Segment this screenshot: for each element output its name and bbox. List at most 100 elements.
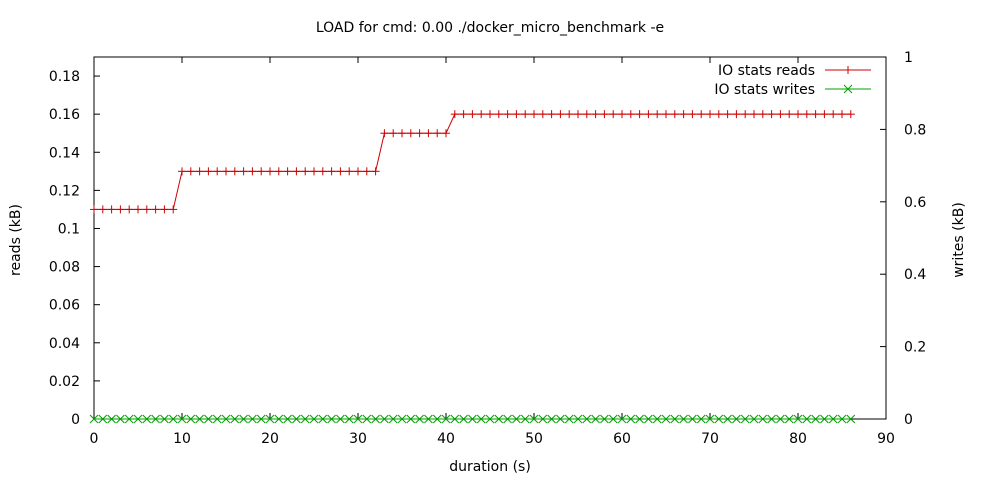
data-point <box>309 414 319 424</box>
data-point <box>732 110 741 119</box>
data-point <box>133 414 143 424</box>
data-point <box>248 414 257 424</box>
data-point <box>124 414 134 424</box>
data-point <box>90 205 98 214</box>
data-point <box>512 414 521 424</box>
y-tick-label: 0.04 <box>49 336 80 352</box>
data-point <box>706 110 714 119</box>
data-point <box>125 205 134 214</box>
y2-tick-label: 0.6 <box>904 195 926 211</box>
data-point <box>415 414 424 424</box>
data-point <box>538 110 547 119</box>
data-point <box>362 167 371 176</box>
data-point <box>336 414 345 424</box>
data-point <box>432 414 442 424</box>
data-point <box>547 110 556 119</box>
data-point <box>300 414 310 424</box>
data-point <box>204 167 213 176</box>
data-point <box>732 414 741 424</box>
data-point <box>758 110 767 119</box>
data-point <box>142 205 151 214</box>
data-point <box>661 414 671 424</box>
data-point <box>151 414 160 424</box>
data-point <box>494 414 504 424</box>
data-point <box>292 414 301 424</box>
data-point <box>459 110 468 119</box>
data-point <box>213 167 222 176</box>
data-point <box>626 110 635 119</box>
y-tick-label: 0.14 <box>49 145 80 161</box>
x-tick-label: 20 <box>261 431 279 447</box>
x-tick-label: 0 <box>90 431 99 447</box>
data-point <box>134 205 142 214</box>
data-point <box>829 110 838 119</box>
data-point <box>433 129 442 138</box>
data-point <box>828 414 838 424</box>
data-point <box>107 205 116 214</box>
data-point <box>362 414 372 424</box>
data-point <box>520 414 530 424</box>
data-point <box>820 110 829 119</box>
data-point <box>274 414 284 424</box>
data-point <box>556 110 565 119</box>
y2-tick-label: 0.4 <box>904 267 926 283</box>
data-point <box>371 167 380 176</box>
data-point <box>776 414 785 424</box>
data-point <box>424 129 433 138</box>
data-point <box>670 110 679 119</box>
data-point <box>204 414 213 424</box>
data-point <box>811 110 820 119</box>
data-point <box>565 110 574 119</box>
data-point <box>178 167 186 176</box>
data-point <box>406 414 416 424</box>
data-point <box>608 414 618 424</box>
data-point <box>274 167 283 176</box>
data-point <box>476 414 486 424</box>
data-point <box>283 414 292 424</box>
y-tick-label: 0.18 <box>49 69 80 85</box>
data-point <box>767 414 776 424</box>
y-tick-label: 0.06 <box>49 298 80 314</box>
data-point <box>758 414 768 424</box>
data-point <box>521 110 530 119</box>
data-point <box>371 414 380 424</box>
data-point <box>609 110 618 119</box>
data-point <box>336 167 345 176</box>
data-point <box>327 414 336 424</box>
data-point <box>494 110 503 119</box>
data-point <box>151 205 160 214</box>
data-point <box>107 414 116 424</box>
data-point <box>626 414 636 424</box>
y-axis-right: 0 0.2 0.4 0.6 0.8 1 <box>880 50 926 428</box>
data-point <box>310 167 318 176</box>
data-point <box>679 414 688 424</box>
data-point <box>846 110 855 119</box>
data-point <box>670 414 680 424</box>
data-point <box>221 414 231 424</box>
y-tick-label: 0.1 <box>58 221 80 237</box>
data-point <box>116 414 125 424</box>
data-point <box>257 167 266 176</box>
series-writes <box>89 414 856 424</box>
y-tick-label: 0.12 <box>49 183 80 199</box>
data-point <box>635 110 644 119</box>
data-point <box>424 414 433 424</box>
y2-tick-label: 0.2 <box>904 340 926 356</box>
data-point <box>750 110 758 119</box>
data-point <box>450 414 460 424</box>
legend-swatch-marker <box>844 66 852 74</box>
x-tick-label: 70 <box>701 431 719 447</box>
data-point <box>354 167 362 176</box>
data-point <box>679 110 688 119</box>
data-point <box>265 414 275 424</box>
data-point <box>318 414 328 424</box>
data-point <box>177 414 187 424</box>
data-point <box>582 110 591 119</box>
x-tick-label: 80 <box>789 431 807 447</box>
data-point <box>292 167 301 176</box>
data-point <box>838 110 846 119</box>
data-point <box>846 414 856 424</box>
data-point <box>344 414 354 424</box>
data-point <box>793 414 803 424</box>
